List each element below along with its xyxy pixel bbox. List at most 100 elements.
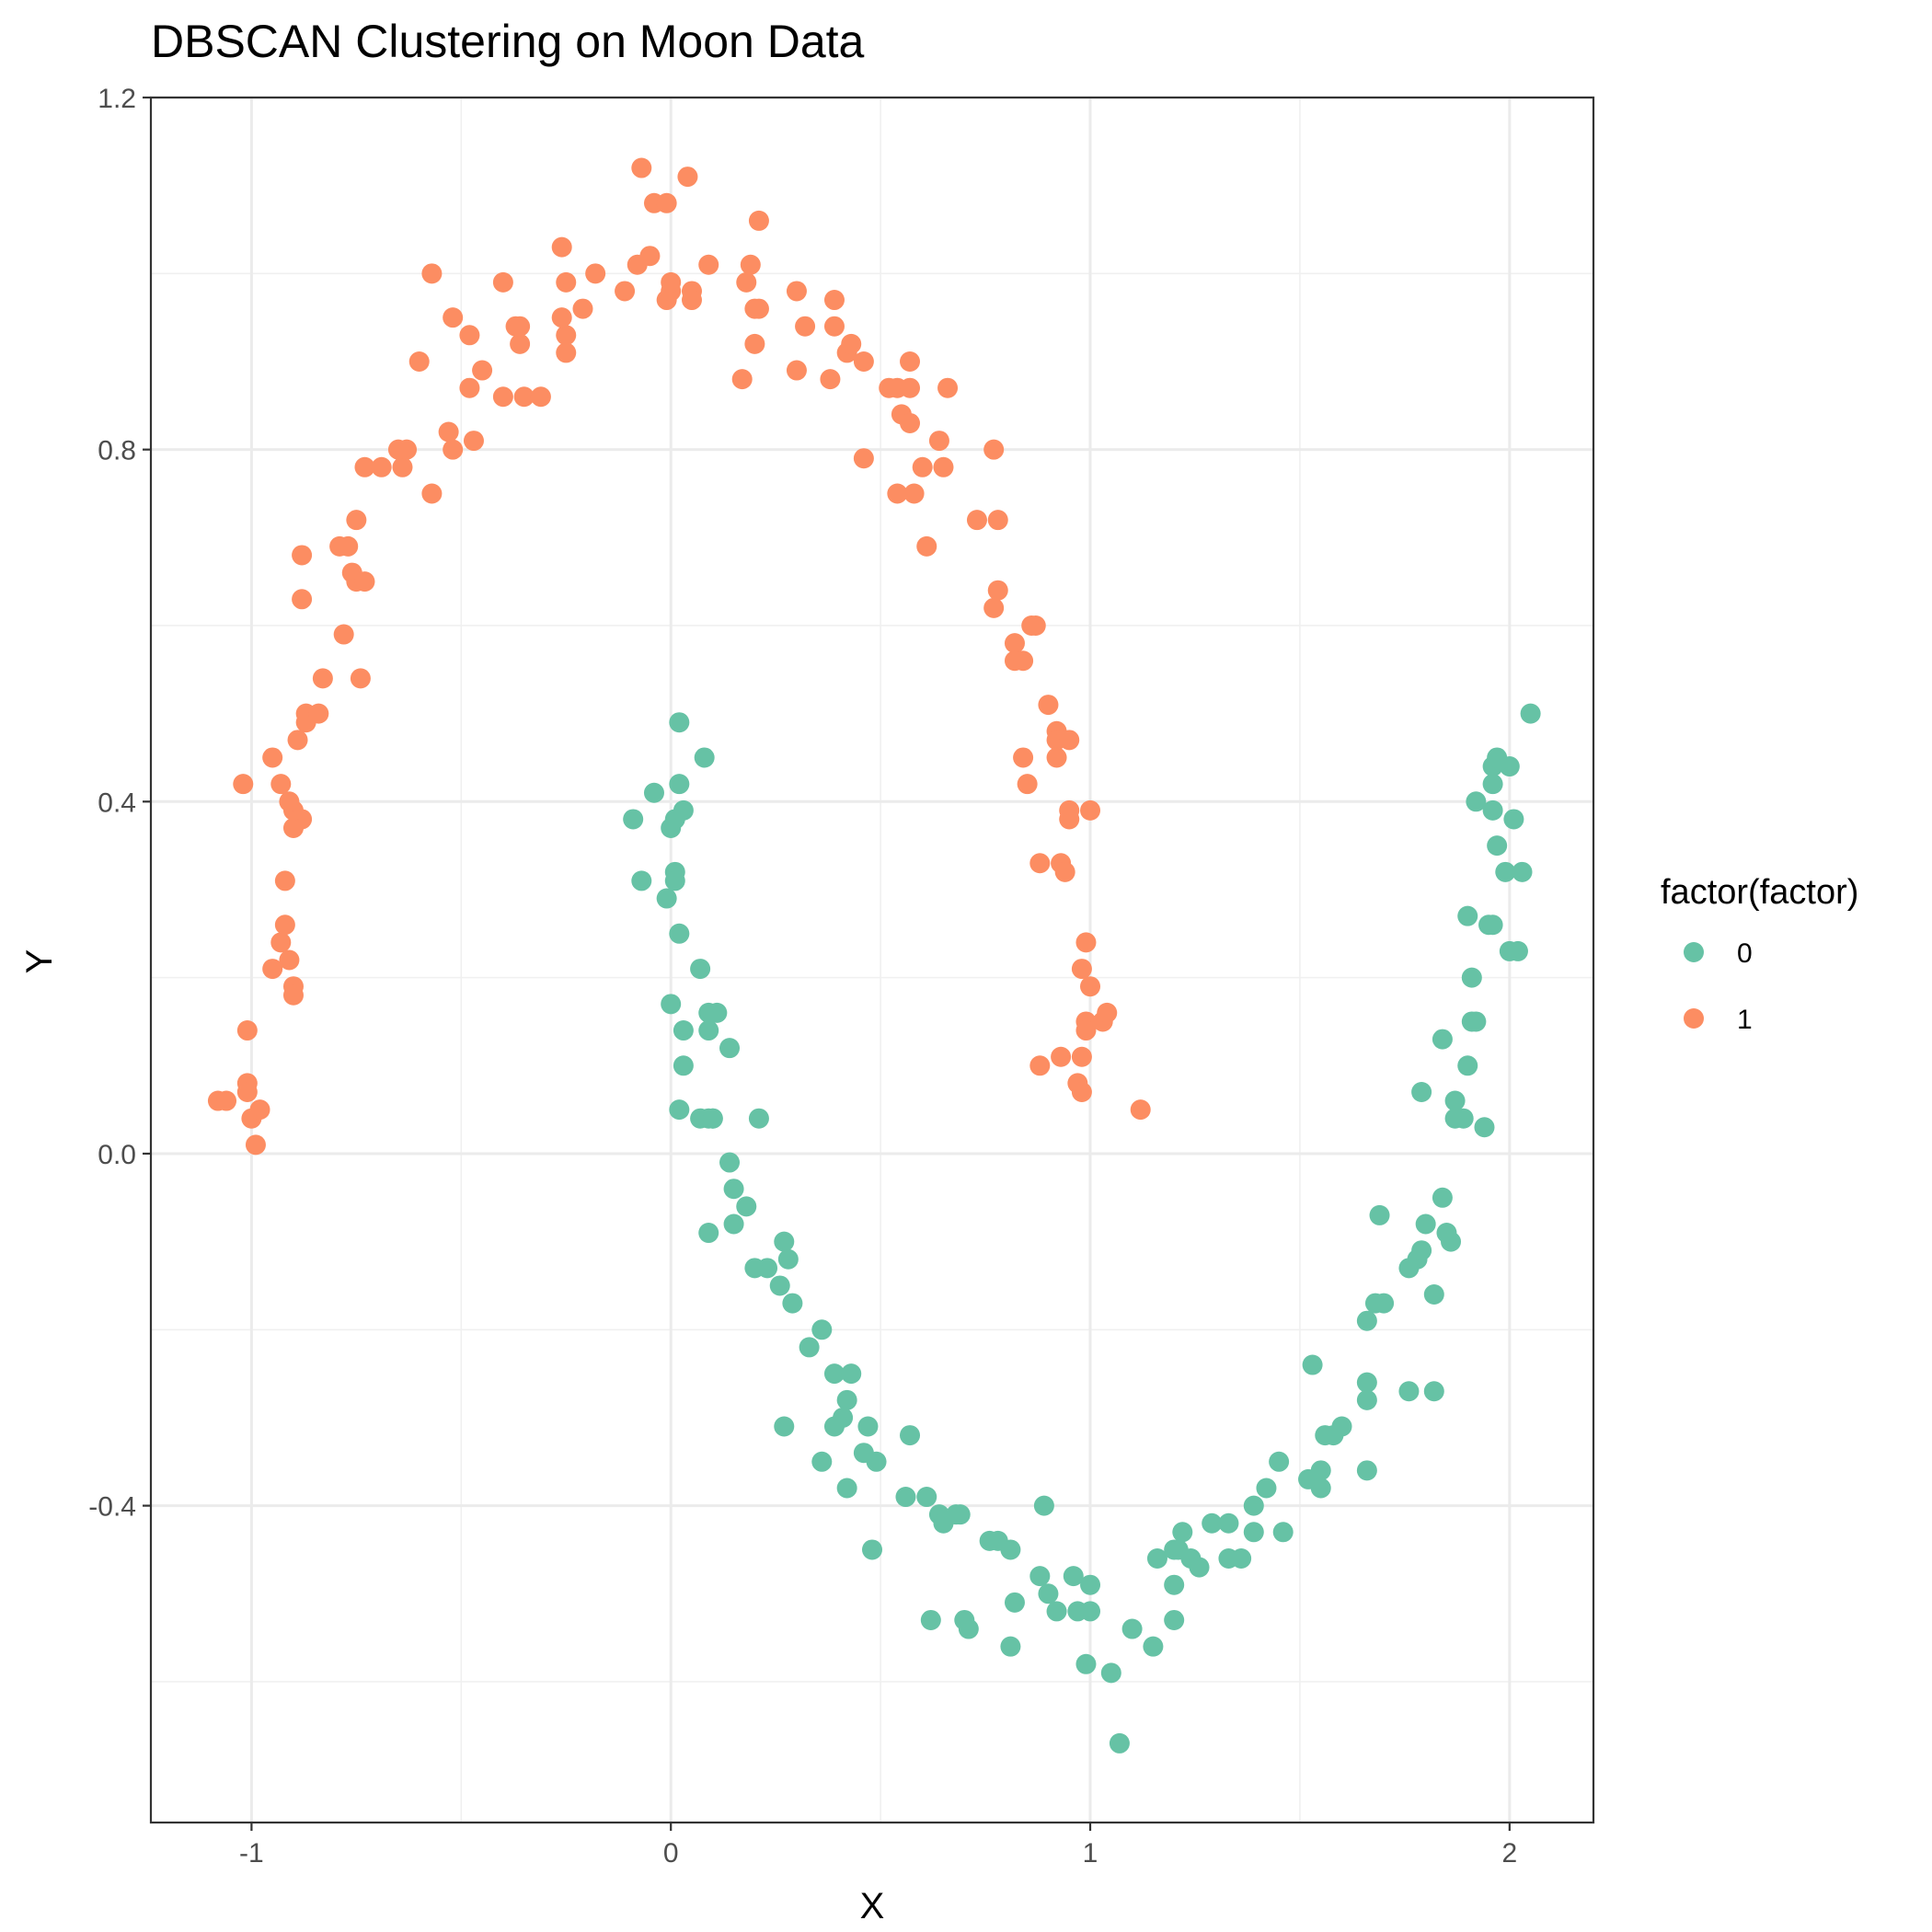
data-point-cluster-1	[823, 290, 845, 311]
data-point-cluster-0	[1310, 1478, 1331, 1499]
data-point-cluster-0	[1121, 1618, 1143, 1639]
data-point-cluster-0	[1441, 1231, 1462, 1252]
data-point-cluster-1	[841, 333, 862, 354]
data-point-cluster-1	[392, 456, 413, 477]
data-point-cluster-1	[463, 431, 484, 452]
grid-lines	[151, 96, 1593, 1823]
data-point-cluster-1	[887, 483, 908, 504]
data-point-cluster-0	[719, 1038, 741, 1059]
data-point-cluster-0	[823, 1363, 845, 1385]
data-point-cluster-1	[397, 439, 418, 460]
data-point-cluster-0	[1507, 940, 1528, 961]
data-point-cluster-1	[900, 351, 921, 372]
data-point-cluster-1	[1029, 853, 1051, 874]
data-point-cluster-1	[459, 325, 480, 346]
data-point-cluster-0	[669, 923, 690, 944]
data-point-cluster-1	[329, 535, 351, 557]
x-tick-label: -1	[239, 1838, 264, 1869]
data-point-cluster-1	[1051, 1046, 1072, 1067]
data-point-cluster-1	[551, 236, 572, 258]
data-point-cluster-1	[459, 377, 480, 398]
y-tick-label: 1.2	[98, 84, 136, 114]
data-point-cluster-0	[1356, 1372, 1377, 1393]
data-point-cluster-0	[1000, 1636, 1021, 1657]
data-point-cluster-0	[1218, 1512, 1239, 1534]
data-point-cluster-1	[530, 386, 551, 408]
data-point-cluster-1	[585, 263, 606, 284]
data-point-cluster-0	[1466, 791, 1487, 812]
data-point-cluster-0	[669, 774, 690, 795]
data-point-cluster-0	[895, 1487, 916, 1508]
data-point-cluster-0	[748, 1108, 769, 1129]
data-point-cluster-1	[1097, 1002, 1118, 1023]
data-point-cluster-1	[572, 298, 593, 319]
data-point-cluster-1	[274, 870, 295, 891]
data-point-cluster-0	[664, 870, 685, 891]
data-point-cluster-1	[983, 439, 1005, 460]
data-point-cluster-0	[949, 1504, 971, 1525]
data-point-cluster-0	[1356, 1389, 1377, 1410]
data-point-cluster-0	[1457, 1055, 1478, 1076]
data-point-cluster-1	[1071, 1081, 1092, 1102]
data-point-cluster-1	[937, 377, 959, 398]
data-point-cluster-1	[492, 271, 513, 293]
data-point-cluster-1	[987, 510, 1008, 531]
legend-title: factor(factor)	[1661, 873, 1858, 912]
data-point-cluster-1	[371, 456, 392, 477]
data-point-cluster-0	[1243, 1495, 1264, 1516]
data-point-cluster-1	[1013, 747, 1034, 768]
data-point-cluster-0	[1512, 861, 1533, 882]
data-point-cluster-1	[748, 298, 769, 319]
data-point-cluster-0	[1063, 1566, 1084, 1587]
data-point-cluster-0	[1453, 1108, 1474, 1129]
data-point-cluster-0	[958, 1618, 979, 1639]
data-point-cluster-1	[661, 271, 682, 293]
data-point-cluster-1	[823, 316, 845, 337]
plot-border	[149, 96, 1595, 1824]
data-point-cluster-0	[1432, 1029, 1453, 1050]
data-point-cluster-0	[774, 1231, 795, 1252]
data-point-cluster-1	[438, 421, 459, 443]
data-point-cluster-0	[723, 1213, 744, 1235]
data-point-cluster-1	[262, 747, 283, 768]
data-point-cluster-1	[292, 589, 313, 610]
data-point-cluster-0	[673, 799, 694, 821]
data-point-cluster-0	[857, 1416, 879, 1437]
data-point-cluster-1	[698, 254, 719, 275]
data-point-cluster-1	[1075, 932, 1097, 953]
data-point-cluster-0	[836, 1478, 857, 1499]
data-point-cluster-0	[1004, 1592, 1025, 1613]
data-point-cluster-1	[786, 360, 807, 381]
data-point-cluster-0	[1398, 1381, 1420, 1402]
data-point-cluster-1	[966, 510, 987, 531]
data-point-cluster-1	[1075, 1020, 1097, 1041]
data-point-cluster-0	[777, 1248, 799, 1270]
data-point-cluster-0	[1444, 1090, 1466, 1111]
y-tick-label: -0.4	[88, 1492, 136, 1523]
data-point-cluster-0	[1146, 1548, 1167, 1570]
data-point-cluster-0	[1356, 1460, 1377, 1481]
data-point-cluster-1	[748, 210, 769, 231]
data-point-cluster-0	[1482, 799, 1503, 821]
legend-key-1	[1684, 1008, 1704, 1029]
data-point-cluster-0	[1482, 914, 1503, 936]
data-point-cluster-0	[1080, 1601, 1101, 1622]
data-point-cluster-0	[1202, 1512, 1223, 1534]
data-point-cluster-1	[820, 369, 841, 390]
data-point-cluster-1	[492, 386, 513, 408]
data-point-cluster-1	[472, 360, 493, 381]
y-axis-title: Y	[19, 949, 60, 974]
y-tick-label: 0.0	[98, 1140, 136, 1170]
plot-background	[151, 98, 1593, 1823]
data-point-cluster-1	[262, 959, 283, 980]
data-point-cluster-0	[1231, 1548, 1252, 1570]
data-point-cluster-0	[669, 712, 690, 733]
data-point-cluster-0	[698, 1020, 719, 1041]
data-point-cluster-1	[795, 316, 816, 337]
data-point-cluster-0	[862, 1539, 882, 1560]
data-point-cluster-1	[740, 254, 761, 275]
data-point-cluster-1	[556, 271, 577, 293]
data-point-cluster-1	[786, 281, 807, 302]
data-point-cluster-0	[757, 1258, 778, 1279]
data-point-cluster-1	[556, 342, 577, 363]
